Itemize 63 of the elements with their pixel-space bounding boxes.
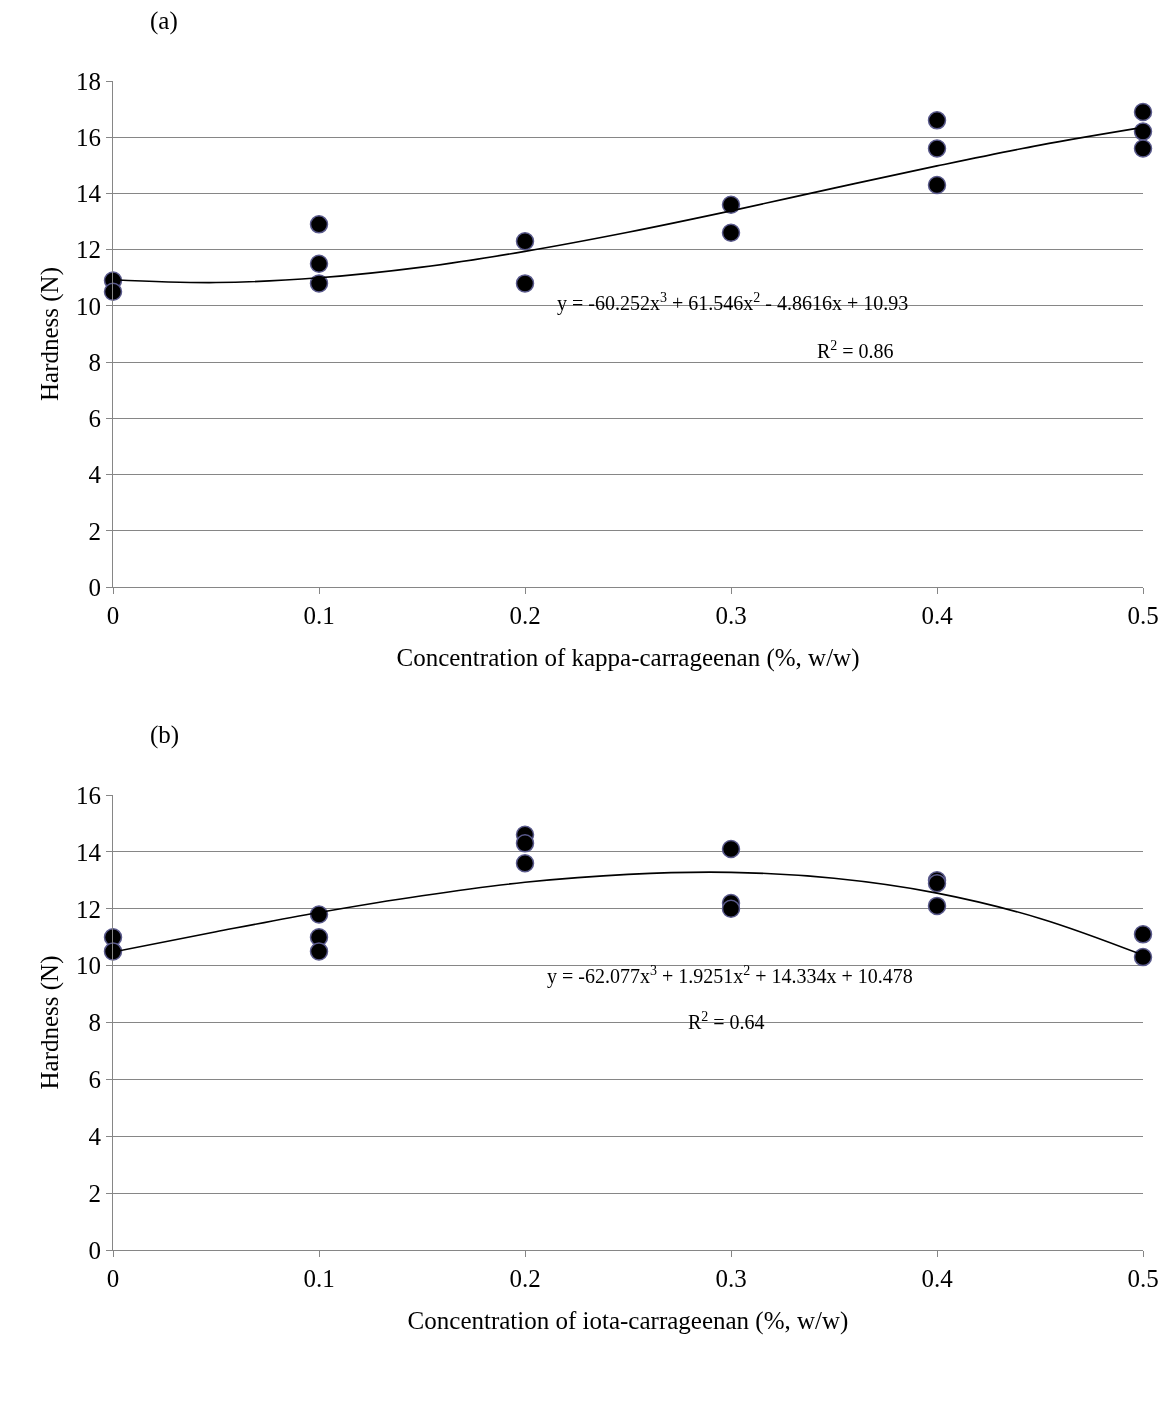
chart-title: (b) bbox=[150, 721, 180, 749]
point bbox=[309, 274, 329, 293]
annotation: y = -62.077x$^{3}$ + 1.9251x$^{2}$ + 14.334x + 10.478 bbox=[547, 963, 913, 989]
x-tick-label: 0.4 bbox=[921, 602, 954, 629]
x-tick-label: 0.1 bbox=[303, 602, 335, 629]
y-tick-label: 0 bbox=[88, 1236, 101, 1264]
x-tick-label: 0.5 bbox=[1127, 1265, 1159, 1292]
point bbox=[721, 899, 741, 918]
annotation: y = -60.252x$^{3}$ + 61.546x$^{2}$ - 4.8616x + 10.93 bbox=[557, 290, 909, 316]
y-tick-label: 6 bbox=[88, 405, 101, 433]
y-tick-label: 14 bbox=[76, 180, 102, 208]
y-tick-label: 18 bbox=[76, 67, 101, 95]
x-tick-label: 0.5 bbox=[1127, 602, 1159, 629]
point bbox=[515, 274, 535, 293]
y-tick-label: 16 bbox=[76, 781, 101, 809]
y-tick-label: 12 bbox=[76, 895, 101, 923]
point bbox=[1133, 947, 1153, 967]
point bbox=[515, 231, 535, 251]
x-tick-label: 0.1 bbox=[303, 1265, 335, 1292]
point bbox=[927, 139, 947, 158]
point bbox=[309, 254, 329, 273]
x-tick-label: 0.2 bbox=[509, 1265, 541, 1292]
point bbox=[721, 223, 741, 243]
x-tick-label: 0 bbox=[106, 1265, 120, 1292]
y-axis-title: Hardness (N) bbox=[35, 267, 64, 401]
point bbox=[927, 111, 947, 130]
annotation: R$^{2}$ = 0.86 bbox=[817, 338, 894, 363]
y-tick-label: 16 bbox=[76, 123, 101, 151]
y-tick-label: 8 bbox=[88, 1009, 101, 1037]
annotation: R$^{2}$ = 0.64 bbox=[688, 1009, 765, 1034]
y-tick-label: 8 bbox=[88, 348, 101, 376]
point bbox=[309, 942, 329, 961]
point bbox=[515, 854, 535, 873]
x-tick-label: 0.3 bbox=[715, 1265, 747, 1292]
point bbox=[721, 839, 741, 859]
y-tick-label: 12 bbox=[76, 236, 101, 264]
point bbox=[1133, 122, 1153, 141]
y-tick-label: 2 bbox=[88, 517, 101, 545]
y-tick-label: 14 bbox=[76, 838, 102, 866]
x-axis-title: Concentration of kappa-carrageenan (%, w/w) bbox=[396, 644, 860, 672]
x-tick-label: 0.2 bbox=[509, 602, 541, 629]
point bbox=[1133, 925, 1153, 944]
x-tick-label: 0.4 bbox=[921, 1265, 954, 1292]
y-tick-label: 0 bbox=[88, 573, 101, 601]
y-tick-label: 4 bbox=[88, 461, 102, 489]
chart-title: (a) bbox=[150, 7, 178, 35]
point bbox=[103, 282, 123, 302]
y-tick-label: 10 bbox=[76, 952, 101, 980]
x-tick-label: 0.3 bbox=[715, 602, 747, 629]
y-tick-label: 2 bbox=[88, 1179, 101, 1207]
y-tick-label: 10 bbox=[76, 292, 101, 320]
y-axis-title: Hardness (N) bbox=[35, 955, 64, 1090]
x-tick-label: 0 bbox=[106, 602, 120, 629]
x-axis-title: Concentration of iota-carrageenan (%, w/w) bbox=[407, 1307, 849, 1335]
point bbox=[721, 195, 741, 214]
point bbox=[1133, 102, 1153, 122]
point bbox=[515, 834, 535, 853]
y-tick-label: 4 bbox=[88, 1123, 102, 1150]
point bbox=[309, 215, 329, 234]
y-tick-label: 6 bbox=[88, 1066, 101, 1094]
point bbox=[927, 896, 947, 916]
point bbox=[927, 175, 947, 195]
point bbox=[1133, 139, 1153, 158]
